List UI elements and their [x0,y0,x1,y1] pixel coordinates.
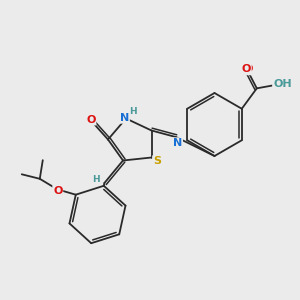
Text: O: O [242,64,251,74]
Text: N: N [120,113,129,123]
Text: O: O [86,115,96,125]
Text: N: N [173,138,182,148]
Text: O: O [243,64,253,74]
Text: H: H [129,107,136,116]
Text: O: O [53,186,62,196]
Text: H: H [92,176,100,184]
Text: S: S [153,156,161,166]
Text: OH: OH [273,80,292,90]
Text: OH: OH [274,79,292,89]
